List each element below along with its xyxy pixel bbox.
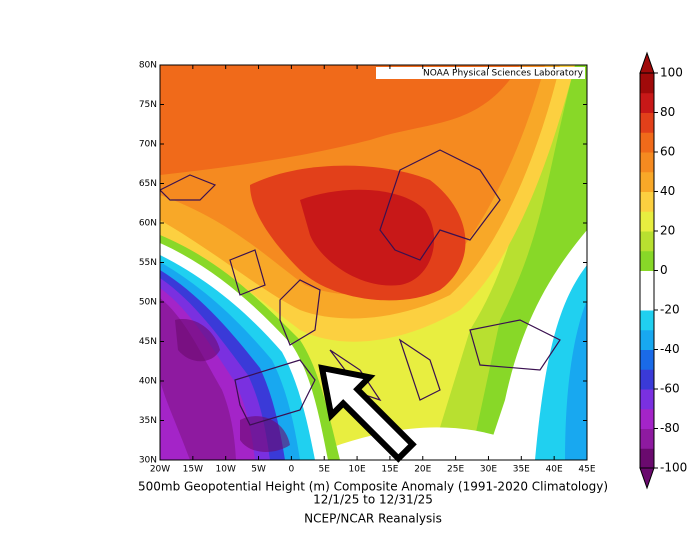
lat-label: 35N xyxy=(139,416,157,426)
colorbar-label: 0 xyxy=(660,263,668,277)
color-bin xyxy=(640,448,654,469)
anomaly-field xyxy=(160,65,587,460)
lon-label: 10E xyxy=(349,465,366,475)
colorbar-label: -80 xyxy=(660,421,680,435)
color-bin xyxy=(640,211,654,232)
color-bin xyxy=(640,73,654,94)
lon-label: 10W xyxy=(216,465,236,475)
lon-label: 0 xyxy=(289,465,295,475)
caption: 500mb Geopotential Height (m) Composite … xyxy=(138,480,608,494)
color-bin xyxy=(640,389,654,410)
color-bin xyxy=(640,428,654,449)
colorbar-label: -100 xyxy=(660,461,687,475)
lat-label: 75N xyxy=(139,100,157,110)
colorbar-label: -60 xyxy=(660,382,680,396)
lon-label: 25E xyxy=(447,465,464,475)
lon-label: 15W xyxy=(183,465,203,475)
caption: 12/1/25 to 12/31/25 xyxy=(313,493,433,507)
lon-label: 5W xyxy=(251,465,266,475)
color-arrow xyxy=(639,51,655,74)
lon-label: 30E xyxy=(480,465,497,475)
arrow xyxy=(318,364,417,463)
colorbar-label: -20 xyxy=(660,303,680,317)
lon-label: 20E xyxy=(414,465,431,475)
coastlines xyxy=(160,149,561,426)
color-bin xyxy=(640,349,654,370)
color-bin xyxy=(640,310,654,331)
lat-label: 30N xyxy=(139,456,157,466)
color-bin xyxy=(640,152,654,173)
lon-label: 5E xyxy=(319,465,331,475)
lat-label: 55N xyxy=(139,258,157,268)
colorbar-label: 40 xyxy=(660,184,675,198)
lat-label: 50N xyxy=(139,298,157,308)
color-bin xyxy=(640,92,654,113)
colorbar: 100 80 60 40 20 0 -20 -40 -60 -80 -100 xyxy=(639,51,687,490)
lat-label: 45N xyxy=(139,337,157,347)
color-arrow xyxy=(639,467,655,490)
colorbar-label: -40 xyxy=(660,342,680,356)
lon-label: 15E xyxy=(381,465,398,475)
lat-label: 60N xyxy=(139,219,157,229)
lon-label: 20W xyxy=(150,465,170,475)
lon-label: 40E xyxy=(546,465,563,475)
color-bin xyxy=(640,191,654,212)
colorbar-label: 80 xyxy=(660,105,675,119)
lon-label: 45E xyxy=(578,465,595,475)
caption: NCEP/NCAR Reanalysis xyxy=(304,512,442,526)
lat-label: 70N xyxy=(139,140,157,150)
lat-label: 65N xyxy=(139,179,157,189)
color-bin xyxy=(640,231,654,252)
color-bin xyxy=(640,171,654,192)
colorbar-label: 60 xyxy=(660,145,675,159)
lat-label: 80N xyxy=(139,61,157,71)
color-bin xyxy=(640,112,654,133)
lat-label: 40N xyxy=(139,377,157,387)
color-bin xyxy=(640,290,654,311)
colorbar-label: 100 xyxy=(660,66,683,80)
color-bin xyxy=(640,250,654,271)
credit-box xyxy=(376,67,585,79)
color-bin xyxy=(640,132,654,153)
color-bin xyxy=(640,369,654,390)
colorbar-label: 20 xyxy=(660,224,675,238)
color-bin xyxy=(640,329,654,350)
lon-label: 35E xyxy=(513,465,530,475)
color-bin xyxy=(640,270,654,291)
color-bin xyxy=(640,408,654,429)
credit: NOAA Physical Sciences Laboratory xyxy=(423,69,584,79)
